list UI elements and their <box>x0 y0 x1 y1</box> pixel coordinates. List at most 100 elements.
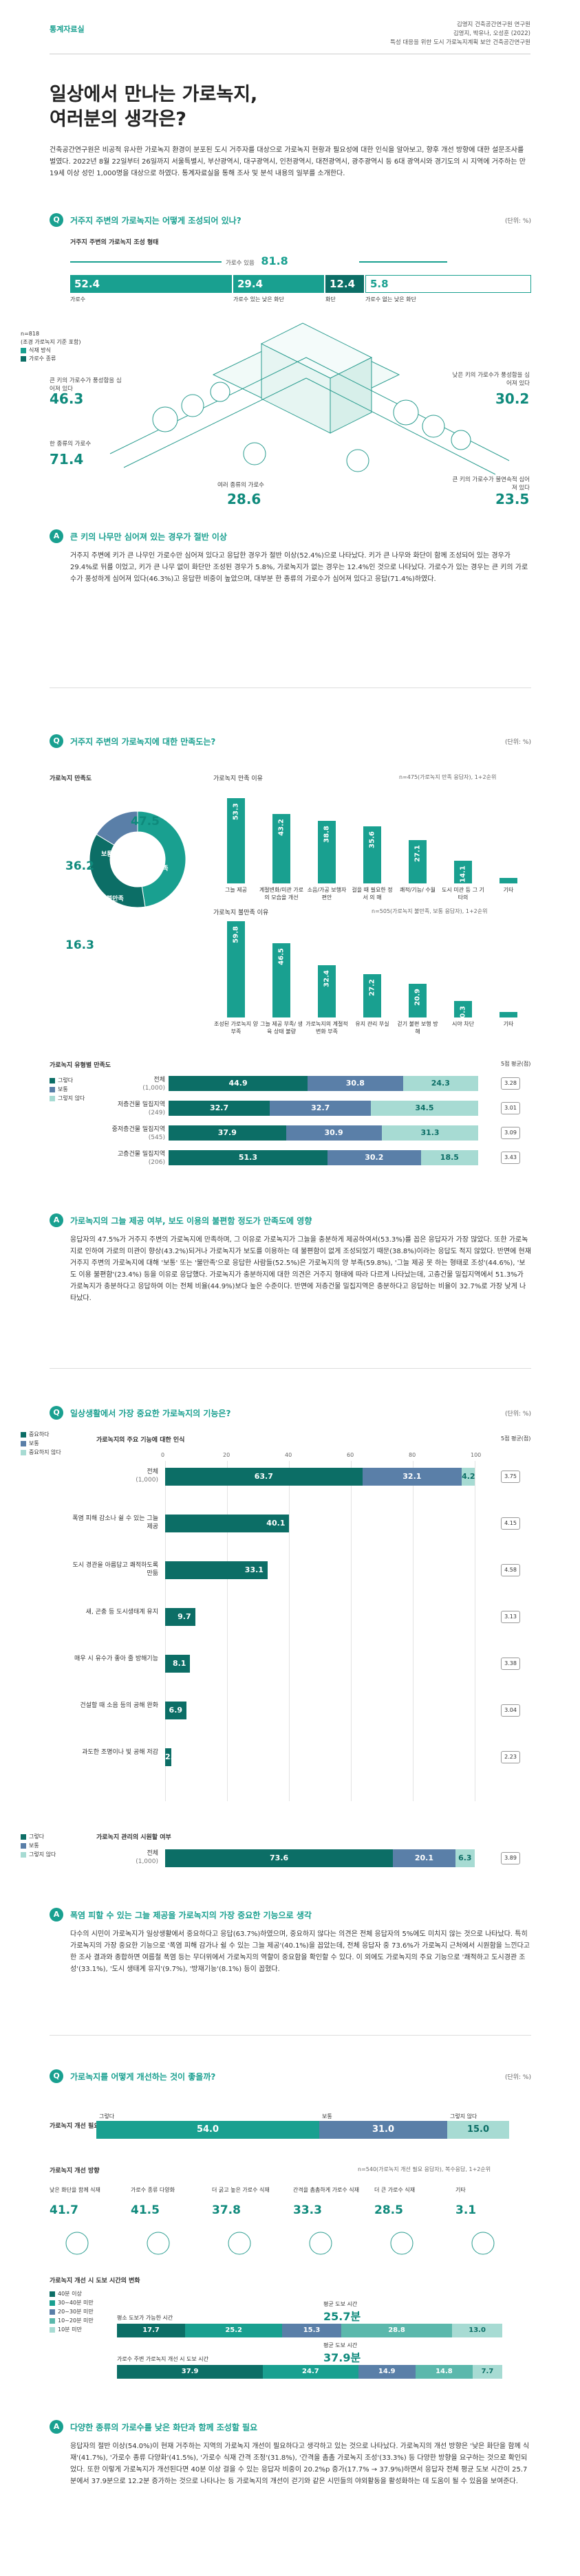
q3-tick: 20 <box>223 1452 230 1458</box>
author-meta: 김영지 건축공간연구원 연구원 김영지, 박유나, 오성훈 (2022) 특성 … <box>390 21 530 47</box>
q4-unit: (단위: %) <box>504 2074 531 2081</box>
q4-text: 가로녹지를 어떻게 개선하는 것이 좋을까? <box>70 2072 216 2082</box>
q3-legend: 중요하다 보통 중요하지 않다 <box>21 1430 61 1457</box>
donut-label-satisfied: 만족 <box>157 866 169 872</box>
dir-tree-icon <box>228 2232 251 2255</box>
q1-callout-1-value: 46.3 <box>50 390 84 407</box>
stack-header: 5점 평균(점) <box>501 1061 531 1067</box>
dis-bar-label: 그늘 제공 부족/ 생육 상태 불량 <box>260 1021 303 1035</box>
sat-bar: 38.8 <box>318 821 336 883</box>
walk-segment: 14.9 <box>358 2365 416 2379</box>
q3-avg-badge: 3.38 <box>501 1658 520 1670</box>
sat-bar-value: 43.2 <box>277 819 286 837</box>
stack-avg-badge: 3.28 <box>501 1077 520 1090</box>
sat-bar: 14.1 <box>454 861 472 883</box>
donut-value-neutral: 36.2 <box>65 859 94 873</box>
a3-text: 폭염 피할 수 있는 그늘 제공을 가로녹지의 가장 중요한 기능으로 생각 <box>70 1911 312 1920</box>
stack-segment: 51.3 <box>169 1150 327 1165</box>
q1-chart-title: 거주지 주변의 가로녹지 조성 형태 <box>70 239 159 246</box>
q3-bar-segment: 2.1 <box>165 1748 179 1766</box>
q1-unit: (단위: %) <box>504 218 531 225</box>
a4-mark: A <box>50 2420 63 2434</box>
stack-row-label: 전체 <box>153 1077 165 1083</box>
q3-avg-badge: 3.13 <box>501 1611 520 1623</box>
dis-bar-value: 27.2 <box>368 978 376 996</box>
a3-body: 다수의 시민이 가로녹지가 일상생활에서 중요하다고 응답(63.7%)하였으며… <box>70 1930 530 1973</box>
sat-bar: 53.3 <box>227 797 245 883</box>
q3-bar-segment: 33.1 <box>165 1561 268 1579</box>
q3-time-sub: (1,000) <box>136 1858 158 1865</box>
q3-mark: Q <box>50 1406 63 1420</box>
sat-bar-value: 14.1 <box>459 866 467 883</box>
q3-bar-segment: 8.1 <box>165 1655 191 1673</box>
a1-mark: A <box>50 529 63 543</box>
walk-segment: 15.3 <box>282 2324 341 2337</box>
q1-n-note: (조경 가로녹지 기준 포함) <box>21 339 81 345</box>
dir-tree-icon <box>309 2232 332 2255</box>
q1-mark: Q <box>50 213 63 227</box>
sat-bar-label: 그늘 제공 <box>225 887 247 893</box>
q3-row-label: 과도한 조명이나 빛 공해 저감 <box>82 1749 158 1756</box>
donut-label-neutral: 보통 <box>101 851 113 858</box>
sat-bar: 2.8 <box>500 878 517 897</box>
q3-avg-badge: 3.04 <box>501 1704 520 1717</box>
q4-mark: Q <box>50 2069 63 2083</box>
q3-unit: (단위: %) <box>504 1411 531 1418</box>
q3-avg-badge: 4.15 <box>501 1517 520 1530</box>
divider-1 <box>50 687 531 688</box>
q3-text: 일상생활에서 가장 중요한 가로녹지의 기능은? <box>70 1409 231 1418</box>
sat-bar-value: 35.6 <box>368 831 376 848</box>
dir-label: 가로수 종류 다양화 <box>131 2187 175 2193</box>
q3-time-title: 가로녹지 관리의 시원할 여부 <box>96 1834 171 1841</box>
dir-tree-icon <box>147 2232 170 2255</box>
walk-title: 가로녹지 개선 시 도보 시간의 변화 <box>50 2278 140 2285</box>
q1-heading: Q 거주지 주변의 가로녹지는 어떻게 조성되어 있나? (단위: %) <box>50 213 531 228</box>
a3-mark: A <box>50 1908 63 1922</box>
stack-segment: 18.5 <box>420 1150 478 1165</box>
q1-seg-1: 52.4 <box>70 275 232 293</box>
q1-seg-2: 29.4 <box>233 275 324 293</box>
q3-row-label: 새, 곤충 등 도시생태계 유지 <box>85 1609 158 1616</box>
dis-title: 가로녹지 불만족 이유 <box>213 910 269 916</box>
dir-tree-icon <box>471 2232 495 2255</box>
q3-row-label: 전체 <box>147 1468 158 1475</box>
dis-bar-value: 59.8 <box>232 926 240 944</box>
dis-bar-value: 32.4 <box>323 970 331 988</box>
q3-heading: Q 일상생활에서 가장 중요한 가로녹지의 기능은? (단위: %) <box>50 1406 531 1421</box>
dis-note: n=505(가로녹지 불만족, 보통 응답자), 1+2순위 <box>372 908 488 914</box>
stack-row-sub: (1,000) <box>142 1085 165 1092</box>
donut-title: 가로녹지 만족도 <box>50 775 92 782</box>
dis-bar-label: 걷기 불편 보행 방해 <box>397 1021 438 1035</box>
donut-value-satisfied: 47.5 <box>131 815 160 828</box>
dir-label: 기타 <box>455 2187 466 2193</box>
dir-value: 3.1 <box>455 2203 477 2217</box>
stack-avg-badge: 3.09 <box>501 1127 520 1139</box>
walk-segment: 37.9 <box>117 2365 264 2379</box>
q2-heading: Q 거주지 주변의 가로녹지에 대한 만족도는? (단위: %) <box>50 734 531 749</box>
q3-tick: 60 <box>347 1452 354 1458</box>
q2-text: 거주지 주변의 가로녹지에 대한 만족도는? <box>70 737 216 747</box>
a4-body: 응답자의 절반 이상(54.0%)이 현재 거주하는 지역의 가로녹지 개선이 … <box>70 2443 530 2485</box>
a2-mark: A <box>50 1213 63 1227</box>
walk-segment: 25.2 <box>185 2324 283 2337</box>
dis-bar: 46.5 <box>272 943 290 1017</box>
q1-seg-label-2: 가로수 있는 낮은 화단 <box>233 296 284 302</box>
q3-tick: 80 <box>409 1452 416 1458</box>
walk-row-label: 평소 도보가 가능한 시간 <box>117 2315 173 2321</box>
stack-segment: 24.3 <box>402 1076 478 1091</box>
q3-chart-title: 가로녹지의 주요 기능에 대한 인식 <box>96 1437 185 1444</box>
stack-row-label: 고층건물 밀집지역 <box>117 1151 165 1158</box>
q1-callout-3-label: 여러 종류의 가로수 <box>217 482 264 489</box>
a1-body: 거주지 주변에 키가 큰 나무인 가로수만 심어져 있다고 응답한 경우가 절반… <box>70 552 528 583</box>
q1-legend: n=818 (조경 가로녹지 기준 포함) 식재 방식 가로수 종류 <box>21 331 81 362</box>
dir-label: 더 굵고 높은 가로수 식재 <box>212 2187 270 2193</box>
q3-gridline <box>351 1461 352 1801</box>
dir-tree-icon <box>65 2232 89 2255</box>
org-line: 김영지 건축공간연구원 연구원 <box>456 21 530 28</box>
sat-bar-label: 쾌적/기능/ 수월 <box>399 887 436 893</box>
q3-avg-badge: 3.75 <box>501 1471 520 1483</box>
stack-segment: 32.7 <box>169 1101 270 1116</box>
donut-label-dissatisfied: 불만족 <box>107 896 124 903</box>
q3-row-sub: (1,000) <box>136 1477 158 1484</box>
sat-bar-label: 소음/가공 보행자 편안 <box>307 887 347 901</box>
